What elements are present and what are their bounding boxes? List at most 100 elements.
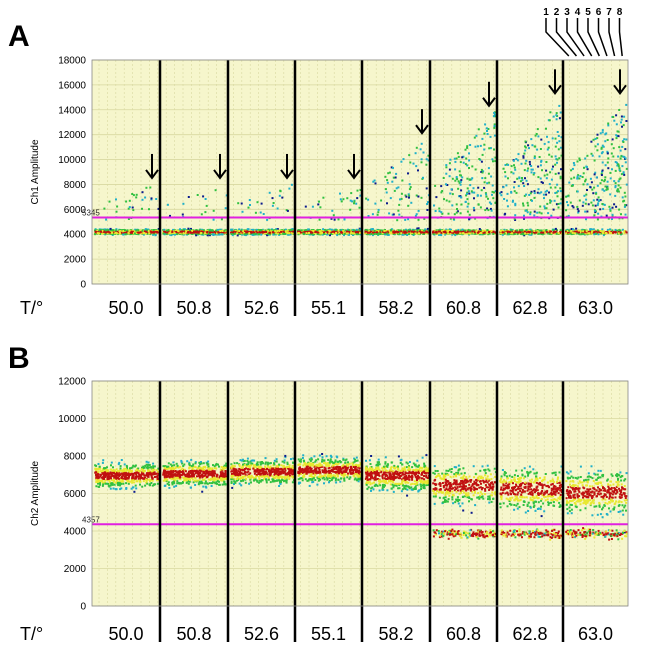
droplet-point	[346, 232, 349, 235]
droplet-point	[145, 474, 147, 477]
droplet-point	[575, 230, 578, 233]
droplet-point	[533, 214, 536, 217]
droplet-point	[572, 162, 575, 164]
droplet-point	[574, 230, 577, 233]
droplet-point	[297, 230, 300, 233]
droplet-point	[128, 470, 131, 473]
droplet-point	[249, 230, 252, 233]
droplet-point	[201, 228, 204, 231]
droplet-point	[609, 209, 612, 212]
droplet-point	[153, 231, 156, 234]
droplet-point	[101, 470, 104, 472]
droplet-point	[602, 230, 605, 233]
droplet-point	[223, 229, 226, 232]
droplet-point	[432, 230, 435, 233]
droplet-point	[424, 228, 427, 231]
droplet-point	[272, 233, 275, 236]
droplet-point	[388, 230, 391, 232]
droplet-point	[95, 481, 98, 484]
droplet-point	[541, 181, 544, 184]
droplet-point	[141, 485, 144, 488]
droplet-point	[455, 211, 458, 214]
droplet-point	[590, 152, 593, 155]
droplet-point	[163, 228, 166, 231]
droplet-point	[435, 230, 438, 233]
droplet-point	[260, 233, 263, 236]
droplet-point	[589, 186, 592, 189]
droplet-point	[621, 165, 624, 168]
droplet-point	[484, 123, 487, 126]
droplet-point	[615, 114, 618, 117]
droplet-point	[462, 231, 465, 233]
well-number: 4	[575, 7, 581, 18]
droplet-point	[565, 209, 568, 212]
droplet-point	[612, 231, 614, 234]
droplet-point	[204, 232, 206, 235]
droplet-point	[612, 155, 615, 158]
droplet-point	[300, 229, 303, 232]
droplet-point	[421, 177, 424, 180]
droplet-point	[621, 145, 624, 148]
droplet-point	[485, 193, 488, 196]
droplet-point	[179, 228, 181, 231]
droplet-point	[596, 184, 599, 187]
droplet-point	[454, 160, 457, 163]
droplet-point	[400, 192, 403, 195]
droplet-point	[555, 232, 558, 235]
droplet-point	[605, 214, 608, 217]
droplet-point	[107, 482, 110, 485]
droplet-point	[98, 476, 101, 479]
droplet-point	[616, 135, 619, 137]
droplet-point	[593, 159, 596, 162]
y-tick-label: 12000	[58, 130, 86, 141]
droplet-point	[124, 229, 126, 232]
droplet-point	[550, 214, 553, 217]
droplet-point	[505, 229, 508, 232]
droplet-point	[581, 204, 584, 207]
droplet-point	[511, 232, 513, 235]
droplet-point	[197, 231, 200, 234]
droplet-point	[583, 166, 585, 169]
droplet-point	[490, 202, 493, 205]
droplet-point	[259, 211, 262, 214]
droplet-point	[487, 128, 490, 130]
droplet-point	[113, 472, 116, 475]
droplet-point	[576, 190, 579, 193]
droplet-point	[175, 229, 178, 232]
droplet-point	[484, 209, 487, 212]
droplet-point	[128, 480, 131, 483]
droplet-point	[584, 180, 586, 183]
droplet-point	[539, 164, 542, 167]
droplet-point	[547, 212, 550, 215]
droplet-point	[105, 230, 108, 233]
droplet-point	[113, 232, 116, 235]
droplet-point	[508, 229, 511, 232]
droplet-point	[241, 210, 244, 213]
droplet-point	[112, 469, 115, 472]
droplet-point	[322, 196, 325, 199]
droplet-point	[240, 202, 243, 205]
droplet-point	[510, 229, 513, 232]
droplet-point	[476, 194, 479, 197]
droplet-point	[592, 199, 595, 202]
droplet-point	[622, 155, 625, 158]
droplet-point	[465, 194, 468, 197]
droplet-point	[333, 218, 336, 221]
droplet-point	[523, 214, 525, 217]
well-fan-line	[555, 18, 578, 57]
droplet-point	[141, 229, 144, 232]
droplet-point	[617, 163, 620, 166]
droplet-point	[157, 470, 160, 473]
droplet-point	[515, 191, 518, 194]
droplet-point	[138, 475, 141, 478]
droplet-point	[127, 471, 130, 474]
droplet-point	[593, 214, 596, 217]
droplet-point	[151, 467, 154, 470]
droplet-point	[529, 163, 531, 166]
droplet-point	[116, 476, 119, 479]
droplet-point	[565, 232, 568, 235]
droplet-point	[502, 167, 505, 170]
droplet-point	[601, 131, 604, 134]
droplet-point	[104, 475, 107, 478]
droplet-point	[100, 229, 103, 232]
